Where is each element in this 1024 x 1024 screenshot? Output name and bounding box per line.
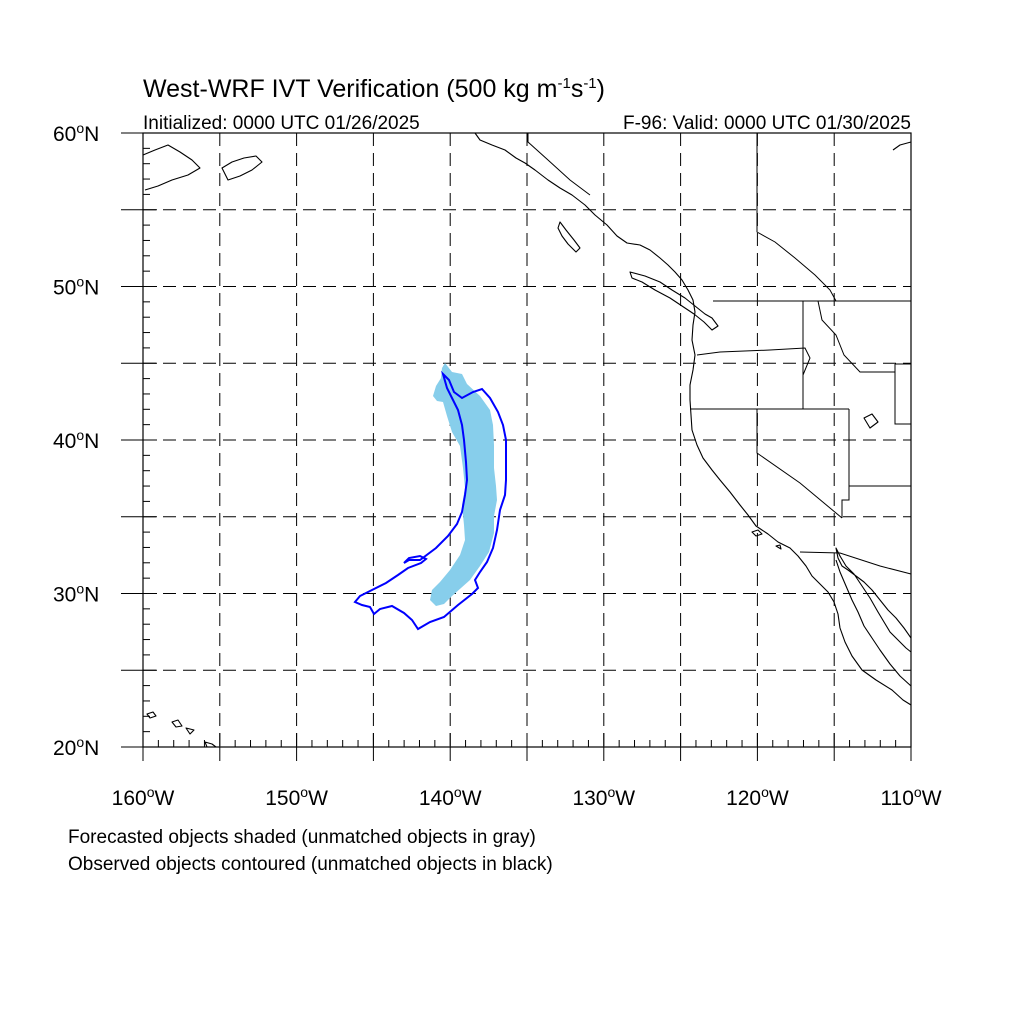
lat-label-number: 60	[53, 123, 76, 146]
forecast-object-shaded	[430, 363, 497, 606]
lon-label: 130oW	[572, 784, 635, 810]
lon-label-number: 110	[880, 787, 913, 810]
degree-symbol: o	[761, 784, 769, 800]
border-wa-or	[696, 347, 811, 376]
lon-label: 140oW	[419, 784, 482, 810]
degree-symbol: o	[76, 120, 84, 136]
lat-label-number: 40	[53, 430, 76, 453]
lat-label-hemisphere: N	[84, 430, 99, 453]
lat-label-hemisphere: N	[84, 737, 99, 760]
coastline-haida-gwaii	[557, 221, 581, 253]
lon-label-hemisphere: W	[922, 787, 942, 810]
degree-symbol: o	[608, 784, 616, 800]
observed-object-contour	[353, 370, 507, 631]
political-borders	[527, 133, 912, 575]
lon-label-hemisphere: W	[769, 787, 789, 810]
lat-label: 30oN	[53, 581, 99, 607]
coastline-hawaii-2	[171, 719, 183, 728]
degree-symbol: o	[147, 784, 155, 800]
border-nv-ut	[841, 409, 850, 518]
lon-label-number: 120	[726, 787, 761, 810]
graticule	[143, 133, 911, 747]
border-us-mexico	[799, 551, 912, 575]
lon-label-number: 160	[112, 787, 147, 810]
border-bc-ab	[756, 133, 837, 302]
lat-label-number: 20	[53, 737, 76, 760]
init-time-label: Initialized: 0000 UTC 01/26/2025	[143, 113, 420, 134]
note-observed: Observed objects contoured (unmatched ob…	[68, 854, 553, 875]
coastline-alaska-peninsula	[142, 144, 201, 191]
border-alaska-canada	[527, 133, 591, 196]
border-id-mt	[817, 300, 895, 373]
axis-ticks	[121, 132, 912, 761]
lat-label-number: 50	[53, 277, 76, 300]
coastline-sw-alaska	[892, 141, 912, 151]
coastline-baja-gulf	[835, 547, 912, 653]
lon-label: 150oW	[265, 784, 328, 810]
lon-label: 120oW	[726, 784, 789, 810]
lat-label-number: 30	[53, 584, 76, 607]
lon-label-number: 130	[572, 787, 607, 810]
degree-symbol: o	[76, 274, 84, 290]
degree-symbol: o	[300, 784, 308, 800]
coastline-vancouver-island	[629, 271, 719, 331]
lat-label-hemisphere: N	[84, 123, 99, 146]
coastline-hawaii-3	[185, 727, 195, 735]
lat-label-hemisphere: N	[84, 277, 99, 300]
degree-symbol: o	[914, 784, 922, 800]
lon-label-number: 140	[419, 787, 454, 810]
degree-symbol: o	[76, 581, 84, 597]
note-forecast: Forecasted objects shaded (unmatched obj…	[68, 827, 536, 848]
coastline-kodiak	[221, 155, 263, 181]
coastline-north-america	[474, 132, 912, 706]
lon-label-hemisphere: W	[615, 787, 635, 810]
map-title: West-WRF IVT Verification (500 kg m-1s-1…	[143, 75, 605, 103]
lon-label-hemisphere: W	[462, 787, 482, 810]
degree-symbol: o	[76, 427, 84, 443]
border-ut-co	[894, 363, 911, 425]
longitude-labels: 160oW 150oW 140oW 130oW 120oW 110oW	[112, 784, 942, 810]
lon-label-number: 150	[265, 787, 300, 810]
lon-label-hemisphere: W	[155, 787, 175, 810]
lat-label: 50oN	[53, 274, 99, 300]
lon-label-hemisphere: W	[308, 787, 328, 810]
lat-label: 20oN	[53, 734, 99, 760]
coastlines	[142, 132, 912, 748]
lon-label: 110oW	[880, 784, 941, 810]
lat-label-hemisphere: N	[84, 584, 99, 607]
coastline-great-salt-lake	[863, 413, 879, 429]
degree-symbol: o	[454, 784, 462, 800]
lat-label: 40oN	[53, 427, 99, 453]
border-ca-nv-east	[756, 409, 843, 519]
valid-time-label: F-96: Valid: 0000 UTC 01/30/2025	[623, 113, 911, 134]
lat-label: 60oN	[53, 120, 99, 146]
lon-label: 160oW	[112, 784, 175, 810]
coastline-mainland-mexico	[835, 559, 912, 687]
coastline-channel-islands	[751, 529, 782, 550]
degree-symbol: o	[76, 734, 84, 750]
map-panel	[121, 132, 912, 761]
